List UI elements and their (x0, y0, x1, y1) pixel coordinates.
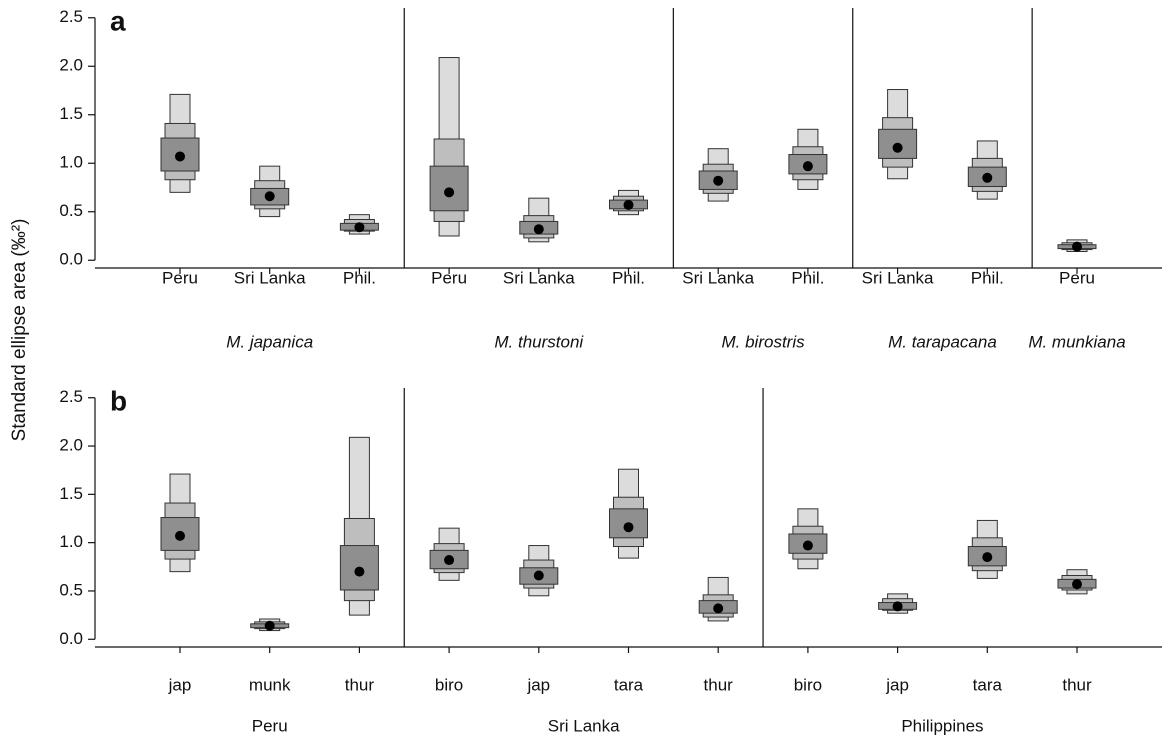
x-tick-label: biro (794, 675, 822, 694)
x-tick-label: Sri Lanka (862, 268, 934, 287)
x-tick-label: Sri Lanka (234, 268, 306, 287)
panel-label: a (110, 5, 126, 36)
y-tick-label: 2.0 (59, 436, 83, 455)
mode-point (802, 161, 813, 172)
mode-point (175, 530, 185, 541)
mode-point (264, 620, 275, 631)
x-tick-label: tara (973, 675, 1003, 694)
group-label: M. tarapacana (888, 332, 997, 351)
panel-label: b (110, 385, 127, 416)
x-tick-label: jap (168, 675, 192, 694)
mode-point (892, 142, 903, 153)
mode-point (713, 175, 724, 186)
group-label: M. munkiana (1028, 332, 1125, 351)
mode-point (982, 172, 993, 183)
group-label: M. thurstoni (494, 332, 584, 351)
y-tick-label: 0.0 (59, 629, 83, 648)
mode-point (264, 191, 275, 202)
mode-point (444, 555, 455, 566)
mode-point (982, 552, 993, 563)
x-tick-label: Peru (162, 268, 198, 287)
y-tick-label: 0.0 (59, 250, 83, 269)
y-tick-label: 2.5 (59, 7, 83, 26)
x-tick-label: Phil. (971, 268, 1004, 287)
x-tick-label: thur (345, 675, 375, 694)
y-tick-label: 0.5 (59, 580, 83, 599)
y-tick-label: 1.5 (59, 484, 83, 503)
group-label: Philippines (901, 716, 983, 735)
mode-point (802, 540, 813, 551)
x-tick-label: Peru (1059, 268, 1095, 287)
x-tick-label: Sri Lanka (503, 268, 575, 287)
x-tick-label: tara (614, 675, 644, 694)
x-tick-label: biro (435, 675, 463, 694)
x-tick-label: Phil. (343, 268, 376, 287)
x-tick-label: munk (249, 675, 291, 694)
y-tick-label: 2.0 (59, 56, 83, 75)
y-tick-label: 1.0 (59, 153, 83, 172)
y-tick-label: 2.5 (59, 387, 83, 406)
mode-point (713, 603, 724, 614)
mode-point (1072, 579, 1082, 590)
group-label: Peru (252, 716, 288, 735)
y-tick-label: 0.5 (59, 201, 83, 220)
mode-point (623, 522, 634, 533)
y-tick-label: 1.0 (59, 532, 83, 551)
y-axis-label: Standard ellipse area (‰²) (9, 219, 30, 442)
x-tick-label: Sri Lanka (682, 268, 754, 287)
mode-point (533, 570, 544, 581)
mode-point (175, 151, 185, 162)
group-label: M. japanica (226, 332, 313, 351)
mode-point (354, 566, 365, 577)
x-tick-label: Phil. (791, 268, 824, 287)
x-tick-label: Phil. (612, 268, 645, 287)
mode-point (354, 222, 365, 233)
x-tick-label: jap (885, 675, 909, 694)
mode-point (892, 601, 903, 612)
mode-point (623, 199, 634, 210)
x-tick-label: thur (704, 675, 734, 694)
x-tick-label: thur (1062, 675, 1092, 694)
y-tick-label: 1.5 (59, 104, 83, 123)
mode-point (444, 187, 455, 198)
x-tick-label: jap (526, 675, 550, 694)
mode-point (533, 224, 544, 235)
interval-box (609, 508, 648, 539)
mode-point (1072, 241, 1082, 252)
x-tick-label: Peru (431, 268, 467, 287)
group-label: Sri Lanka (548, 716, 620, 735)
group-label: M. birostris (721, 332, 805, 351)
